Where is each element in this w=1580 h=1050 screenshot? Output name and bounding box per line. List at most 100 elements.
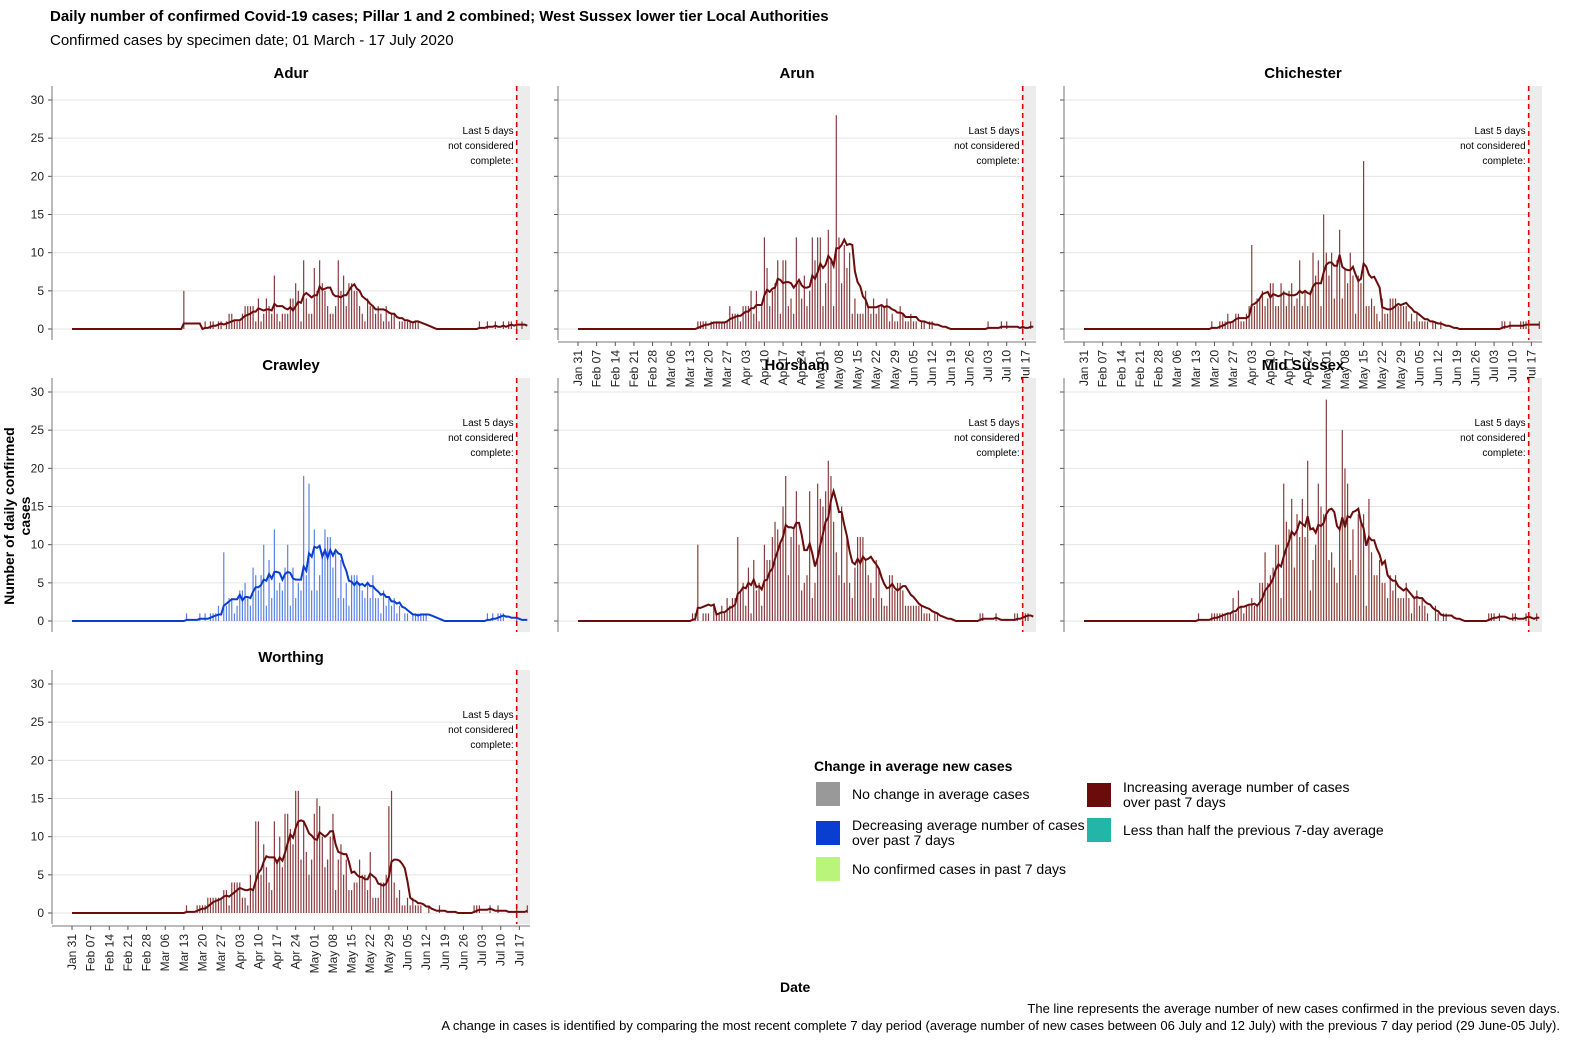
x-tick-label: Jun 19 bbox=[1450, 350, 1464, 386]
x-tick-label: Jun 19 bbox=[438, 934, 452, 970]
x-tick-label: May 08 bbox=[1338, 350, 1352, 390]
y-tick-label: 0 bbox=[37, 906, 44, 920]
x-tick-label: May 22 bbox=[869, 350, 883, 390]
x-axis-label: Date bbox=[780, 979, 811, 995]
legend-label: Less than half the previous 7-day averag… bbox=[1123, 821, 1384, 838]
incomplete-note: Last 5 days bbox=[463, 418, 514, 429]
y-tick-label: 20 bbox=[31, 461, 45, 475]
panel-title: Mid Sussex bbox=[1262, 357, 1345, 374]
x-tick-label: Feb 28 bbox=[1152, 350, 1166, 388]
x-tick-label: Feb 07 bbox=[590, 350, 604, 388]
x-tick-label: Jul 17 bbox=[512, 934, 526, 966]
x-tick-label: Apr 10 bbox=[757, 350, 771, 386]
x-tick-label: Apr 17 bbox=[1282, 350, 1296, 386]
panel-mid-sussex: Mid Sussex Last 5 days not considered compl… bbox=[1060, 357, 1542, 632]
legend-swatch bbox=[1087, 783, 1111, 807]
legend-item-decreasing: Decreasing average number of cases over … bbox=[816, 818, 1092, 848]
panel-title: Worthing bbox=[258, 649, 324, 666]
y-tick-label: 5 bbox=[37, 284, 44, 298]
average-line bbox=[72, 819, 528, 914]
y-tick-label: 25 bbox=[31, 423, 45, 437]
x-tick-label: Feb 28 bbox=[646, 350, 660, 388]
x-tick-label: Jul 10 bbox=[1000, 350, 1014, 382]
x-tick-label: Mar 27 bbox=[214, 934, 228, 972]
x-tick-label: Apr 17 bbox=[776, 350, 790, 386]
x-tick-label: Jun 26 bbox=[1468, 350, 1482, 386]
x-tick-label: Feb 28 bbox=[140, 934, 154, 972]
y-tick-label: 15 bbox=[31, 208, 45, 222]
incomplete-region bbox=[1528, 378, 1542, 632]
legend-label: No change in average cases bbox=[852, 785, 1030, 802]
x-tick-label: Mar 06 bbox=[158, 934, 172, 972]
average-line bbox=[1084, 254, 1540, 330]
x-tick-label: Apr 24 bbox=[289, 934, 303, 970]
y-tick-label: 0 bbox=[37, 322, 44, 336]
x-tick-label: Jul 10 bbox=[494, 934, 508, 966]
legend-label: No confirmed cases in past 7 days bbox=[852, 860, 1066, 877]
x-tick-label: Mar 13 bbox=[177, 934, 191, 972]
panel-adur: Adur 0 5 10 15 20 25 30 Last 5 days not considere… bbox=[31, 65, 530, 340]
incomplete-region bbox=[1022, 378, 1036, 632]
incomplete-note: not considered bbox=[448, 433, 514, 444]
x-tick-label: Jul 03 bbox=[475, 934, 489, 966]
x-tick-label: May 15 bbox=[851, 350, 865, 390]
incomplete-region bbox=[516, 378, 530, 632]
x-tick-label: Apr 17 bbox=[270, 934, 284, 970]
incomplete-note: complete: bbox=[976, 448, 1019, 459]
panel-title: Chichester bbox=[1264, 65, 1342, 82]
x-tick-label: Jul 17 bbox=[1524, 350, 1538, 382]
y-tick-label: 5 bbox=[37, 868, 44, 882]
average-line bbox=[578, 487, 1034, 622]
x-tick-label: Jul 03 bbox=[1487, 350, 1501, 382]
y-tick-label: 25 bbox=[31, 715, 45, 729]
y-tick-label: 30 bbox=[31, 385, 45, 399]
panel-title: Arun bbox=[780, 65, 815, 82]
legend-swatch bbox=[816, 857, 840, 881]
panel-crawley: Crawley 0 5 10 15 20 25 30 Last 5 days not consid… bbox=[31, 357, 530, 632]
x-tick-label: May 22 bbox=[363, 934, 377, 974]
incomplete-note: not considered bbox=[1460, 141, 1526, 152]
incomplete-note: not considered bbox=[954, 141, 1020, 152]
y-tick-label: 0 bbox=[37, 614, 44, 628]
y-tick-label: 15 bbox=[31, 500, 45, 514]
incomplete-note: not considered bbox=[1460, 433, 1526, 444]
incomplete-note: complete: bbox=[1482, 448, 1525, 459]
y-tick-label: 25 bbox=[31, 131, 45, 145]
y-tick-label: 30 bbox=[31, 93, 45, 107]
x-tick-label: Feb 07 bbox=[1096, 350, 1110, 388]
x-tick-label: Feb 07 bbox=[84, 934, 98, 972]
x-tick-label: Apr 10 bbox=[251, 934, 265, 970]
incomplete-region bbox=[516, 86, 530, 340]
panel-arun: Arun Last 5 days not considered complete: Ja… bbox=[554, 65, 1036, 389]
y-tick-label: 10 bbox=[31, 246, 45, 260]
x-tick-label: Feb 21 bbox=[121, 934, 135, 972]
average-line bbox=[72, 544, 528, 622]
x-tick-label: Feb 21 bbox=[627, 350, 641, 388]
y-tick-label: 15 bbox=[31, 792, 45, 806]
x-tick-label: May 22 bbox=[1375, 350, 1389, 390]
average-line bbox=[578, 237, 1034, 330]
x-tick-label: Jan 31 bbox=[1077, 350, 1091, 386]
x-tick-label: May 01 bbox=[307, 934, 321, 974]
panel-title: Crawley bbox=[262, 357, 320, 374]
incomplete-note: not considered bbox=[954, 433, 1020, 444]
x-tick-label: May 29 bbox=[382, 934, 396, 974]
x-tick-label: Mar 13 bbox=[1189, 350, 1203, 388]
y-tick-label: 20 bbox=[31, 169, 45, 183]
incomplete-note: not considered bbox=[448, 141, 514, 152]
x-tick-label: Feb 14 bbox=[608, 350, 622, 388]
x-tick-label: Apr 24 bbox=[1301, 350, 1315, 386]
legend-item-no-cases: No confirmed cases in past 7 days bbox=[816, 857, 1092, 881]
incomplete-note: Last 5 days bbox=[1475, 418, 1526, 429]
x-tick-label: Jun 05 bbox=[1413, 350, 1427, 386]
x-tick-label: Jul 03 bbox=[981, 350, 995, 382]
panel-title: Horsham bbox=[764, 357, 829, 374]
incomplete-note: complete: bbox=[470, 448, 513, 459]
x-tick-label: Apr 03 bbox=[739, 350, 753, 386]
legend-title: Change in average new cases bbox=[814, 758, 1013, 774]
average-line bbox=[72, 282, 528, 331]
x-tick-label: May 01 bbox=[813, 350, 827, 390]
x-tick-label: Jul 10 bbox=[1506, 350, 1520, 382]
x-tick-label: Jun 12 bbox=[925, 350, 939, 386]
